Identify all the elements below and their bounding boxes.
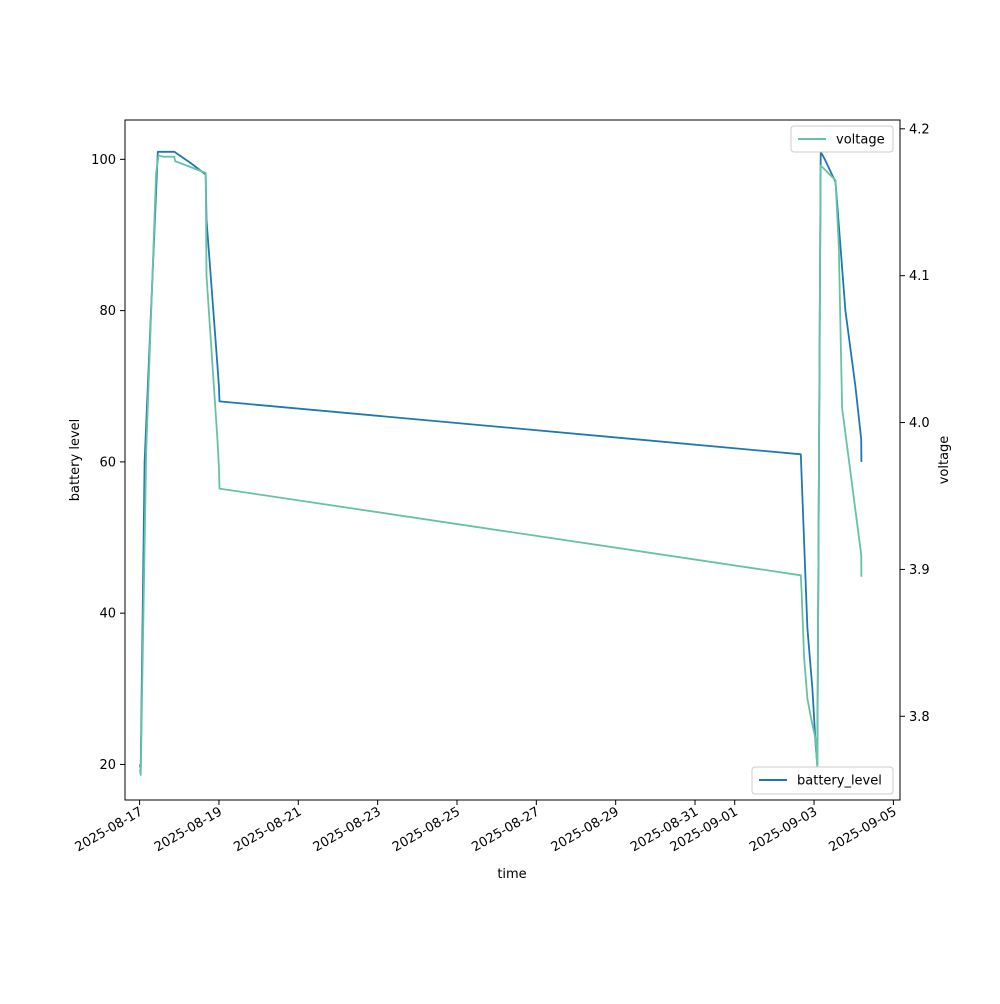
x-axis: 2025-08-17 2025-08-19 2025-08-21 2025-08-23… (73, 800, 899, 855)
x-tick-label: 2025-08-23 (311, 804, 384, 855)
y-axis-left-label: battery level (68, 419, 83, 502)
y-right-tick-label: 3.8 (909, 710, 930, 725)
x-tick-label: 2025-09-03 (747, 804, 820, 855)
legend-battery-level-label: battery_level (797, 774, 882, 789)
x-axis-label: time (497, 867, 526, 882)
y-left-tick-label: 40 (99, 607, 116, 622)
x-tick-label: 2025-08-29 (549, 804, 622, 855)
y-left-tick-label: 80 (99, 304, 116, 319)
x-tick-label: 2025-08-21 (231, 804, 304, 855)
legend-voltage: voltage (790, 125, 894, 153)
y-axis-right: 3.8 3.9 4.0 4.1 4.2 (900, 122, 930, 725)
legend-voltage-box (790, 125, 894, 153)
plot-frame (124, 119, 901, 801)
x-tick-label: 2025-08-25 (390, 804, 463, 855)
x-tick-label: 2025-09-05 (826, 804, 899, 855)
y-right-tick-label: 4.0 (909, 416, 930, 431)
y-axis-left: 20 40 60 80 100 (91, 153, 125, 773)
y-left-tick-label: 60 (99, 455, 116, 470)
x-tick-label: 2025-08-19 (152, 804, 225, 855)
legend-voltage-label: voltage (836, 133, 885, 148)
y-left-tick-label: 20 (99, 758, 116, 773)
x-tick-label: 2025-08-17 (73, 804, 146, 855)
legend-battery-level: battery_level (751, 766, 894, 795)
y-right-tick-label: 3.9 (909, 563, 930, 578)
series-lines (139, 150, 863, 776)
y-left-tick-label: 100 (91, 153, 116, 168)
y-axis-right-label: voltage (937, 436, 952, 485)
y-right-tick-label: 4.2 (909, 122, 930, 137)
series-line-voltage (139, 154, 863, 776)
x-tick-label: 2025-08-27 (469, 804, 542, 855)
series-line-battery-level (139, 150, 863, 770)
legend-battery-level-box (751, 766, 894, 795)
y-right-tick-label: 4.1 (909, 269, 930, 284)
